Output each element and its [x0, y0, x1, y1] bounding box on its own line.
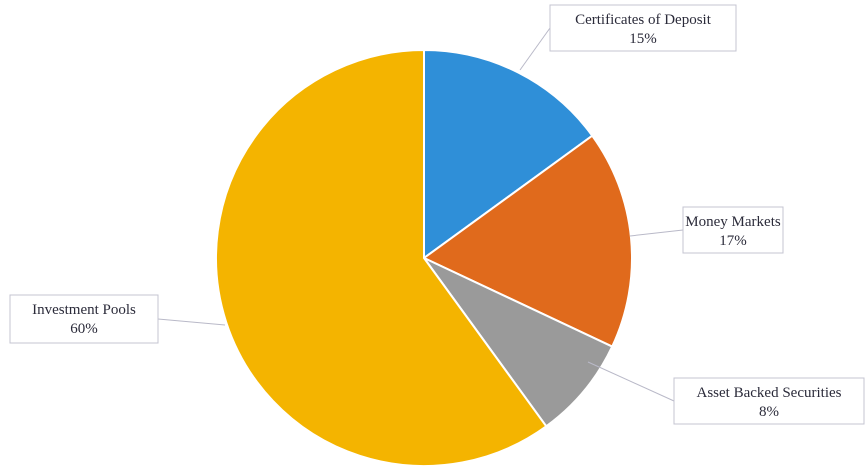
pie-slice-investment-pools — [215, 48, 548, 467]
slice-percent-label: 15% — [629, 31, 657, 47]
callout-box — [673, 377, 865, 425]
leader-line-money-markets — [629, 229, 684, 237]
slice-label: Asset Backed Securities — [697, 385, 842, 401]
callout-investment-pools: Investment Pools 60% — [9, 294, 159, 344]
pie-slice-certificates-of-deposit — [423, 48, 594, 260]
pie-slices — [215, 48, 633, 467]
slice-callouts: Certificates of Deposit 15% Money Markets 1… — [9, 4, 865, 425]
slice-label: Investment Pools — [32, 302, 136, 318]
slice-label: Money Markets — [685, 214, 781, 230]
leader-line-investment-pools — [157, 318, 226, 326]
callout-box — [549, 4, 737, 52]
slice-percent-label: 60% — [70, 321, 98, 337]
callout-certificates-of-deposit: Certificates of Deposit 15% — [549, 4, 737, 52]
slice-percent-label: 17% — [719, 233, 747, 249]
callout-box — [682, 206, 784, 254]
callout-box — [9, 294, 159, 344]
leader-line-asset-backed-securities — [587, 361, 675, 402]
slice-label: Certificates of Deposit — [575, 12, 712, 28]
callout-asset-backed-securities: Asset Backed Securities 8% — [673, 377, 865, 425]
leader-line-certificates-of-deposit — [519, 27, 551, 71]
leader-lines — [157, 27, 684, 402]
slice-percent-label: 8% — [759, 404, 779, 420]
callout-money-markets: Money Markets 17% — [682, 206, 784, 254]
pie-slice-money-markets — [422, 134, 633, 348]
pie-slice-asset-backed-securities — [423, 257, 614, 428]
